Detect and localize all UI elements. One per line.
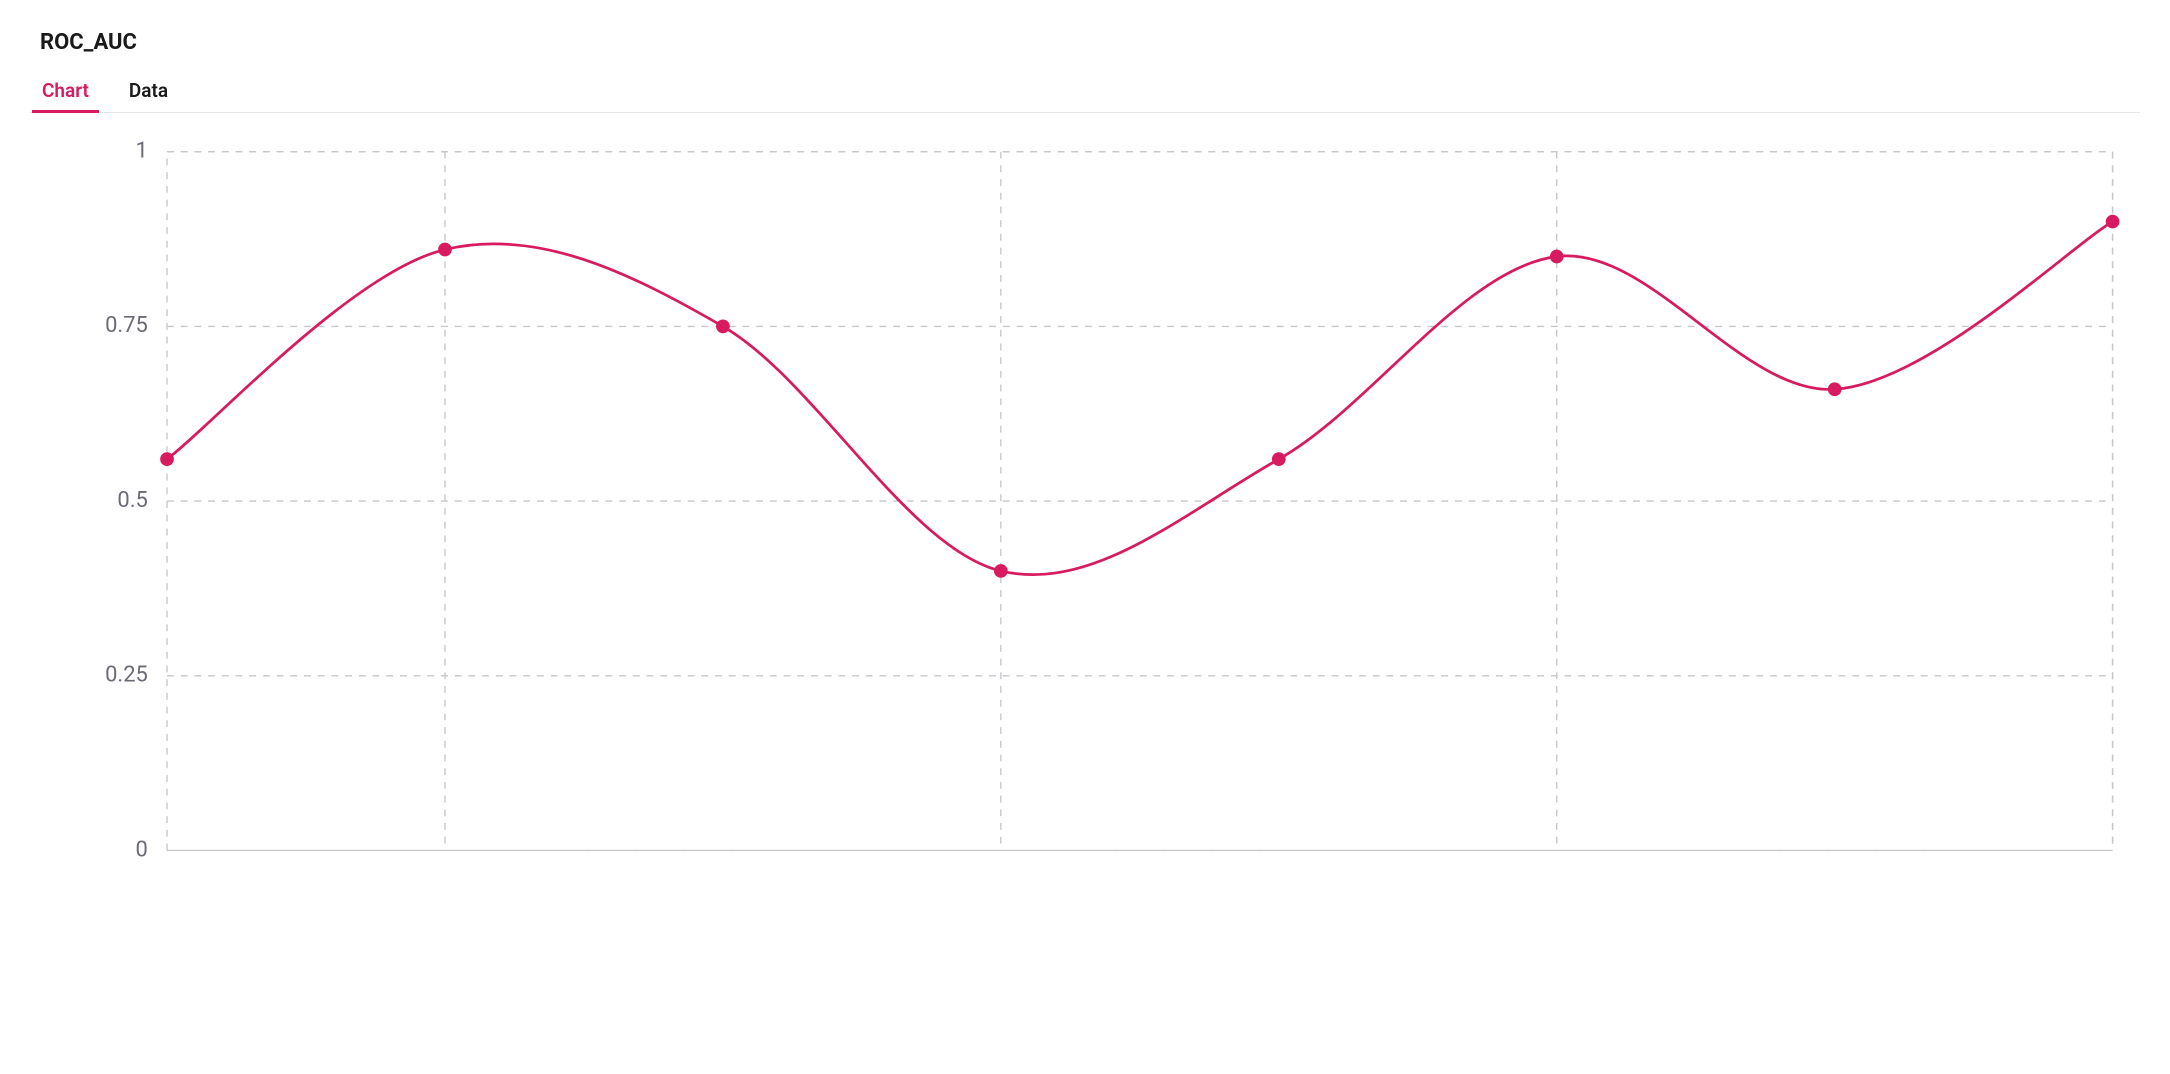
series-markers	[160, 215, 2119, 578]
data-point[interactable]	[1550, 250, 1564, 264]
chart-widget: ROC_AUC Chart Data 0 0.25 0.5 0.75 1	[30, 30, 2140, 905]
tabs-row: Chart Data	[30, 73, 2140, 113]
ytick-label: 1	[136, 138, 148, 163]
widget-title: ROC_AUC	[30, 30, 2140, 55]
chart-area: 0 0.25 0.5 0.75 1	[30, 113, 2140, 905]
data-point[interactable]	[1272, 452, 1286, 466]
ytick-labels: 0 0.25 0.5 0.75 1	[105, 138, 148, 862]
data-point[interactable]	[994, 564, 1008, 578]
tab-data[interactable]: Data	[127, 73, 170, 112]
data-point[interactable]	[2106, 215, 2120, 229]
ytick-label: 0.75	[105, 313, 148, 338]
ytick-label: 0.5	[117, 488, 147, 513]
data-point[interactable]	[716, 320, 730, 334]
line-chart-svg: 0 0.25 0.5 0.75 1	[30, 138, 2140, 905]
data-point[interactable]	[160, 452, 174, 466]
data-point[interactable]	[438, 243, 452, 257]
ytick-label: 0.25	[105, 663, 148, 688]
grid	[167, 152, 2113, 851]
data-point[interactable]	[1828, 382, 1842, 396]
tab-chart[interactable]: Chart	[40, 73, 91, 112]
series-line	[167, 222, 2113, 575]
ytick-label: 0	[136, 837, 148, 862]
